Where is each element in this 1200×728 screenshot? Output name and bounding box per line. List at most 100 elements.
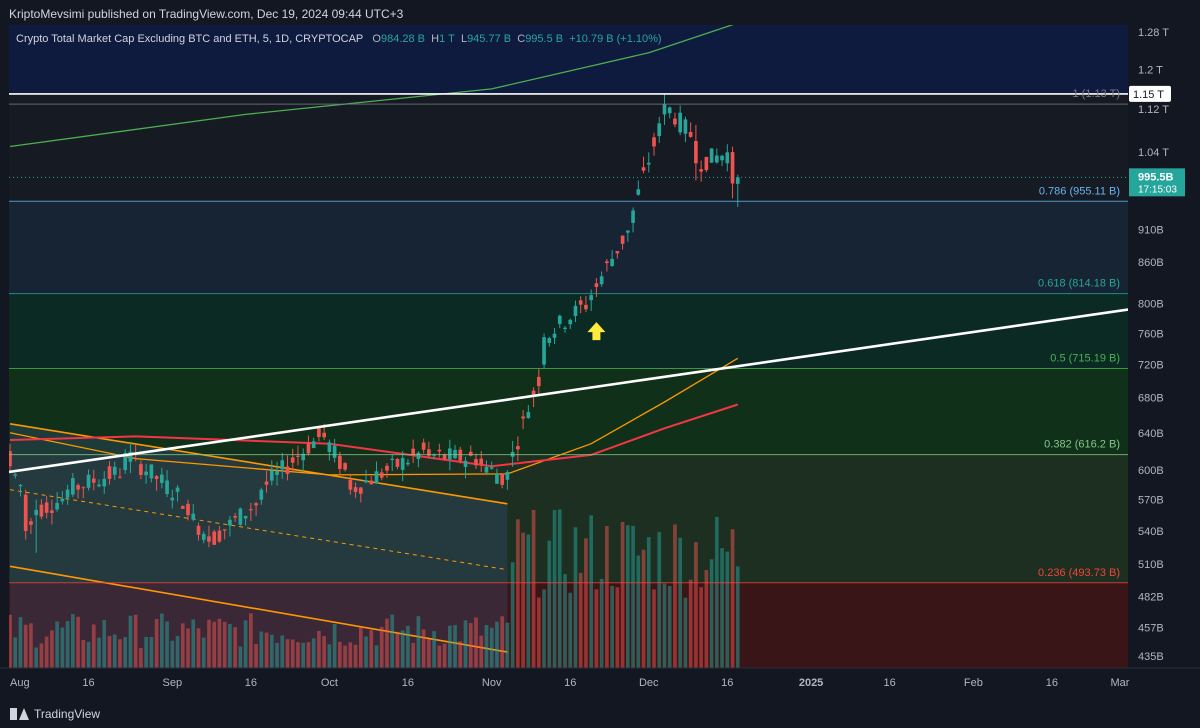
volume-bar [526, 534, 531, 668]
volume-bar [463, 620, 468, 668]
volume-bar [641, 549, 646, 668]
volume-bar [704, 570, 709, 668]
volume-bar [44, 636, 49, 668]
candle-body [76, 485, 80, 490]
volume-bar [516, 519, 520, 668]
candle-body [453, 449, 457, 459]
volume-bar [395, 633, 400, 668]
volume-bar [552, 510, 557, 668]
candle-body [495, 473, 499, 484]
volume-bar [379, 626, 384, 668]
x-tick-label: 16 [1046, 677, 1058, 689]
low-value: 945.77 B [467, 33, 512, 45]
candle-body [175, 487, 180, 492]
candle-body [505, 472, 510, 480]
candle-body [557, 315, 562, 325]
price-chart[interactable]: 1 (1.13 T) 0.786 (955.11 B) 0.618 (814.18 … [0, 0, 1200, 700]
candle-body [578, 300, 583, 305]
y-tick-label: 680B [1138, 393, 1164, 405]
candle-body [385, 465, 389, 471]
y-tick-label: 540B [1138, 526, 1164, 538]
candle-body [625, 230, 630, 233]
volume-bar [186, 628, 190, 668]
fib-label-0.382: 0.382 (616.2 B) [1044, 439, 1120, 451]
volume-bar [715, 516, 719, 668]
x-tick-label: Aug [10, 677, 30, 689]
candle-body [688, 132, 693, 137]
candle-body [704, 156, 709, 171]
open-value: 984.28 B [380, 33, 426, 45]
volume-bar [531, 509, 536, 668]
candle-body [421, 442, 426, 450]
y-tick-label: 1.28 T [1138, 27, 1169, 39]
volume-bar [453, 625, 457, 668]
candle-body [531, 390, 536, 396]
tradingview-brand[interactable]: TradingView [10, 707, 100, 721]
volume-bar [625, 525, 630, 668]
volume-bar [128, 615, 133, 668]
volume-bar [610, 585, 614, 668]
candle-body [652, 137, 656, 147]
volume-bar [358, 627, 363, 668]
candle-body [500, 474, 505, 485]
volume-bar [123, 637, 128, 668]
volume-bar [233, 627, 237, 668]
volume-bar [238, 646, 243, 668]
volume-bar [76, 616, 80, 668]
candle-body [343, 463, 347, 470]
candle-body [516, 446, 520, 450]
volume-bar [563, 574, 567, 668]
y-tick-label: 600B [1138, 465, 1164, 477]
candle-body [374, 471, 379, 484]
y-tick-label: 482B [1138, 592, 1164, 604]
candle-body [673, 118, 677, 125]
candle-body [568, 319, 573, 325]
channel-fill [10, 423, 508, 668]
candle-body [610, 258, 614, 266]
candle-body [191, 513, 196, 520]
volume-bar [207, 619, 211, 668]
volume-bar [678, 537, 683, 668]
volume-bar [442, 643, 447, 668]
volume-bar [338, 641, 342, 668]
volume-bar [411, 642, 415, 668]
candle-body [269, 470, 274, 481]
volume-bar [620, 521, 625, 668]
volume-bar [458, 641, 463, 668]
candle-body [317, 428, 321, 437]
candle-body [39, 504, 44, 517]
volume-bar [222, 621, 227, 668]
candle-body [662, 104, 667, 115]
close-label: C [517, 33, 526, 45]
candle-body [144, 471, 148, 476]
volume-bar [144, 636, 148, 668]
candle-body [327, 442, 332, 452]
volume-bar [406, 625, 410, 668]
candle-body [605, 261, 609, 264]
volume-bar [479, 635, 484, 668]
volume-bar [594, 589, 599, 668]
y-tick-label: 1.2 T [1138, 64, 1163, 76]
candle-body [358, 487, 363, 494]
x-tick-label: 16 [245, 677, 257, 689]
candle-body [60, 498, 65, 502]
x-tick-label: Sep [163, 677, 183, 689]
volume-bar [573, 527, 578, 668]
volume-bar [536, 597, 541, 668]
volume-bar [505, 622, 510, 668]
volume-bar [673, 524, 677, 668]
candle-body [620, 235, 625, 244]
change-value: +10.79 B (+1.10%) [569, 33, 662, 45]
candle-body [364, 480, 368, 483]
publisher-info: KriptoMevsimi published on TradingView.c… [9, 7, 404, 21]
candle-body [615, 251, 620, 254]
candle-body [322, 432, 326, 438]
volume-bar [657, 532, 662, 668]
candle-body [222, 529, 227, 531]
volume-bar [217, 618, 222, 668]
tradingview-logo-icon [10, 708, 29, 720]
x-tick-label: Nov [482, 677, 502, 689]
low-label: L [460, 33, 468, 45]
last-price-label: 995.5B [1138, 171, 1174, 183]
candle-body [411, 448, 415, 455]
